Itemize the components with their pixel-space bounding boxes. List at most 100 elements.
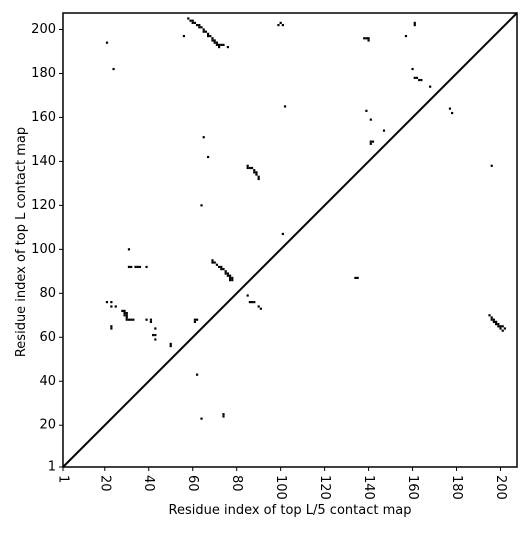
contact-point	[130, 318, 133, 321]
contact-point	[123, 314, 126, 317]
contact-point	[255, 173, 258, 176]
contact-point	[191, 21, 194, 24]
x-tick-label: 120	[317, 475, 332, 500]
contact-point	[213, 41, 216, 44]
contact-point	[226, 274, 229, 277]
contact-point	[200, 417, 203, 420]
contact-point	[226, 45, 229, 49]
contact-point	[501, 325, 504, 328]
x-tick-label: 1	[56, 475, 71, 483]
x-tick-label: 40	[141, 475, 156, 492]
contact-point	[490, 318, 493, 321]
contact-point	[189, 19, 192, 22]
contact-point	[224, 272, 227, 275]
contact-point	[224, 270, 227, 273]
contact-point	[253, 301, 256, 304]
contact-point	[207, 155, 210, 159]
contact-point	[367, 39, 370, 42]
contact-point	[418, 78, 421, 82]
contact-point	[211, 259, 214, 262]
y-tick-label: 40	[39, 374, 56, 389]
contact-point	[127, 248, 131, 251]
contact-point	[204, 30, 208, 33]
contact-point	[196, 373, 199, 376]
contact-point	[369, 142, 372, 145]
contact-point	[211, 37, 214, 40]
contact-point	[215, 263, 218, 266]
contact-point	[217, 43, 221, 46]
contact-point	[211, 261, 214, 264]
contact-point	[488, 314, 491, 317]
contact-point	[365, 109, 368, 112]
x-tick-label: 140	[361, 475, 376, 500]
contact-point	[154, 333, 157, 337]
contact-point	[228, 279, 232, 282]
contact-point	[281, 232, 284, 236]
contact-point	[228, 274, 232, 277]
contact-point	[367, 37, 370, 40]
contact-point	[182, 34, 186, 38]
y-axis-label: Residue index of top L contact map	[14, 127, 29, 357]
contact-point	[211, 39, 214, 42]
x-tick-label: 160	[405, 475, 420, 500]
contact-point	[136, 265, 139, 269]
contact-point	[501, 329, 504, 332]
contact-point	[499, 327, 502, 330]
contact-point	[105, 41, 109, 44]
contact-point	[110, 327, 113, 330]
contact-point	[200, 26, 203, 29]
y-tick-label: 120	[31, 198, 56, 213]
x-tick-label: 80	[229, 475, 244, 492]
contact-point	[222, 268, 225, 271]
contact-point	[490, 164, 493, 167]
contact-point	[127, 265, 131, 269]
contact-point	[411, 67, 414, 71]
contact-point	[429, 85, 432, 88]
contact-point	[363, 37, 366, 40]
y-tick-label: 60	[39, 330, 56, 345]
contact-point	[413, 76, 416, 79]
y-tick-label: 1	[48, 460, 56, 475]
contact-point	[152, 333, 155, 337]
y-tick-label: 100	[31, 242, 56, 257]
contact-point	[105, 301, 109, 304]
contact-point	[222, 43, 225, 46]
contact-point	[354, 276, 357, 280]
contact-point	[503, 327, 507, 330]
contact-point	[246, 294, 249, 297]
contact-point	[371, 140, 375, 143]
contact-point	[193, 21, 197, 24]
y-tick-label: 20	[39, 418, 56, 433]
contact-point	[215, 43, 218, 46]
contact-point	[200, 204, 203, 207]
contact-point	[209, 34, 212, 38]
contact-point	[228, 276, 232, 280]
y-tick-label: 200	[31, 22, 56, 37]
contact-point	[415, 76, 419, 79]
contact-point	[490, 316, 493, 319]
contact-point	[154, 327, 157, 330]
contact-point	[257, 305, 260, 308]
contact-point	[202, 136, 205, 139]
contact-point	[110, 305, 113, 308]
contact-point	[213, 39, 216, 42]
plot-frame	[62, 12, 518, 468]
contact-point	[123, 309, 126, 313]
contact-point	[369, 118, 372, 121]
contact-point	[231, 276, 234, 280]
x-tick-label: 100	[273, 475, 288, 500]
contact-point	[198, 26, 201, 29]
contact-point	[110, 325, 113, 328]
x-tick-label: 20	[97, 475, 112, 492]
contact-point	[196, 318, 199, 321]
contact-point	[413, 23, 416, 27]
contact-point	[149, 318, 153, 321]
contact-point	[356, 276, 359, 280]
contact-point	[248, 166, 251, 170]
contact-point	[207, 34, 210, 38]
diagonal	[62, 12, 518, 468]
contact-point	[149, 320, 153, 323]
contact-point	[187, 17, 190, 20]
contact-point	[213, 261, 216, 264]
y-tick-label: 80	[39, 286, 56, 301]
